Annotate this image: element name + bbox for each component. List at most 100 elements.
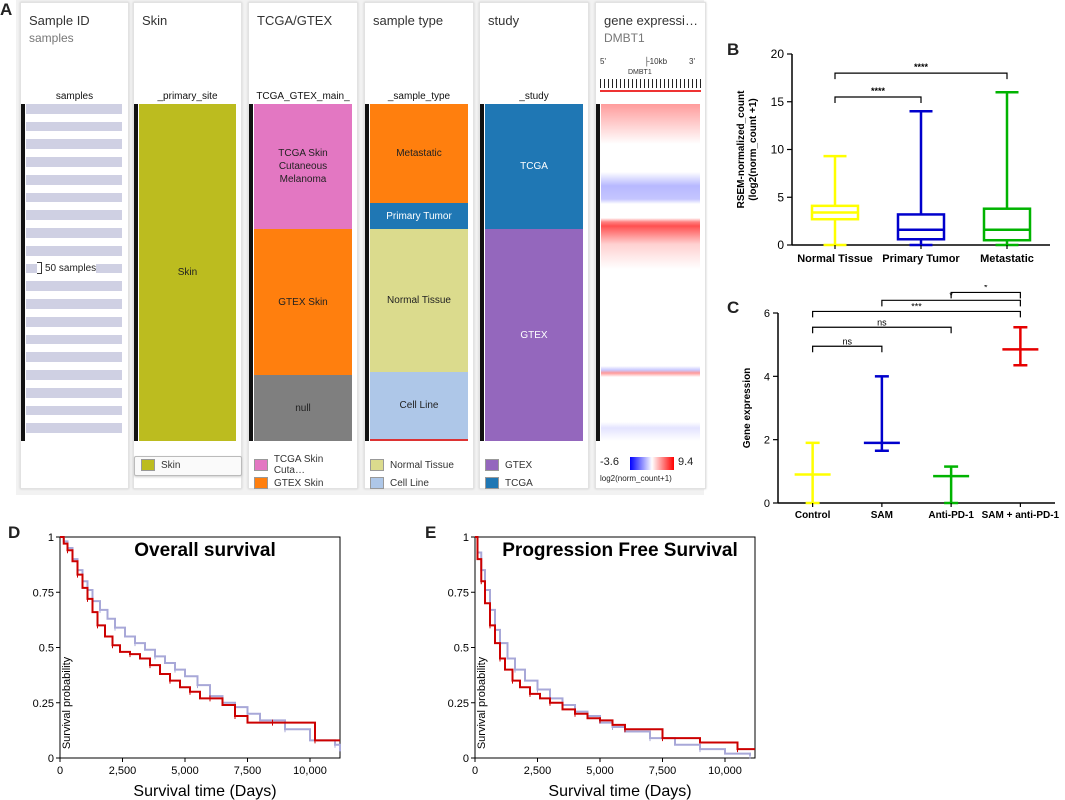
segment-metastatic[interactable]: Metastatic bbox=[370, 104, 468, 203]
gene-track-scale: ├10kb bbox=[644, 57, 668, 66]
samples-marker: 50 samples bbox=[37, 262, 97, 274]
x-tick-label: SAM bbox=[871, 510, 893, 521]
gene-track-scale-label: 10kb bbox=[649, 57, 668, 66]
segment-primary-tumor[interactable]: Primary Tumor bbox=[370, 203, 468, 229]
y-axis-title: RSEM-normalized_count(log2(norm_count +1… bbox=[736, 90, 759, 208]
column-field: _primary_site bbox=[157, 91, 218, 102]
column-title: sample type bbox=[373, 13, 444, 28]
sample-stripe bbox=[26, 370, 122, 380]
sample-stripe bbox=[26, 104, 122, 114]
column-title: Sample ID bbox=[29, 13, 90, 28]
y-tick-label: 0.75 bbox=[448, 587, 469, 599]
y-tick-label: 4 bbox=[764, 371, 770, 383]
segment-null[interactable]: null bbox=[254, 375, 352, 441]
chart-title: Overall survival bbox=[134, 540, 276, 561]
segment-tcga-skin[interactable]: TCGA Skin Cutaneous Melanoma bbox=[254, 104, 352, 229]
x-tick-label: 5,000 bbox=[586, 765, 614, 777]
box bbox=[896, 213, 946, 241]
column-field: samples bbox=[55, 91, 94, 102]
column-field: _study bbox=[519, 91, 549, 102]
sample-stripe bbox=[26, 210, 122, 221]
sample-stripe bbox=[26, 299, 122, 309]
x-axis-title: Survival time (Days) bbox=[133, 783, 276, 800]
sample-stripe bbox=[26, 121, 122, 132]
y-tick-label: 1 bbox=[48, 532, 54, 544]
gene-track-5prime: 5' bbox=[600, 57, 606, 66]
column-primary-site[interactable]: Skin _primary_site Skin bbox=[133, 2, 242, 489]
column-left-bar bbox=[365, 104, 369, 441]
y-tick-label: 0 bbox=[777, 238, 784, 252]
y-tick-label: 1 bbox=[463, 532, 469, 544]
y-axis-title-line: RSEM-normalized_count bbox=[736, 90, 747, 208]
scale-gradient bbox=[630, 457, 674, 470]
chart-e: Progression Free Survival 0 2,500 5,000 7,50… bbox=[448, 532, 756, 800]
panel-label-b: B bbox=[727, 40, 740, 59]
chart-c: 0 2 4 6 Gene expression Control SAM Anti-PD-1 SA… bbox=[742, 285, 1060, 521]
column-sample-type[interactable]: sample type _sample_type Metastatic Prim… bbox=[364, 2, 474, 489]
sample-stripe bbox=[26, 157, 122, 167]
legend-expression-scale: -3.6 9.4 log2(norm_count+1) bbox=[598, 455, 702, 487]
sample-stripe bbox=[26, 139, 122, 150]
significance-label: ns bbox=[877, 317, 887, 327]
chart-d: Overall survival 0 2,500 5,000 7,500 10,000 0 0… bbox=[33, 532, 341, 800]
x-tick-label: 5,000 bbox=[171, 765, 199, 777]
y-tick-label: 6 bbox=[764, 308, 770, 320]
expression-heatmap[interactable] bbox=[601, 104, 700, 441]
column-left-bar bbox=[596, 104, 600, 441]
column-sample-id[interactable]: Sample ID samples samples 50 samples bbox=[20, 2, 129, 489]
legend-label: Skin bbox=[161, 459, 181, 471]
segment-cell-line[interactable]: Cell Line bbox=[370, 372, 468, 441]
sample-stripe bbox=[26, 245, 122, 256]
sample-stripe bbox=[26, 316, 122, 327]
panel-label-a: A bbox=[0, 0, 13, 19]
significance-bracket bbox=[950, 291, 1021, 299]
y-tick-label: 10 bbox=[771, 143, 785, 157]
gene-track-3prime: 3' bbox=[689, 57, 695, 66]
segment-tcga[interactable]: TCGA bbox=[485, 104, 583, 229]
column-gene-expression[interactable]: gene expressi… DMBT1 5' ├10kb 3' DMBT1 bbox=[595, 2, 706, 489]
plot-frame bbox=[59, 536, 341, 759]
xena-browser: Sample ID samples samples 50 samples Ski… bbox=[16, 0, 706, 495]
x-tick-label: 0 bbox=[472, 765, 478, 777]
sample-stripe bbox=[26, 423, 122, 433]
y-tick-label: 0.5 bbox=[454, 643, 469, 655]
segment-skin[interactable]: Skin bbox=[139, 104, 236, 441]
segment-gtex-skin[interactable]: GTEX Skin bbox=[254, 229, 352, 375]
survival-curve-high bbox=[475, 536, 755, 751]
x-tick-label: Normal Tissue bbox=[797, 253, 873, 265]
x-tick-label: Primary Tumor bbox=[882, 253, 960, 265]
y-tick-label: 0.5 bbox=[39, 643, 54, 655]
significance-label: **** bbox=[871, 86, 886, 96]
segment-normal-tissue[interactable]: Normal Tissue bbox=[370, 229, 468, 372]
chart-b: 0 5 10 15 20 RSEM-normalized_count(log2(norm_… bbox=[736, 47, 1050, 265]
scale-max: 9.4 bbox=[678, 456, 694, 468]
survival-curve-high bbox=[60, 536, 340, 742]
y-axis-title: Survival probability bbox=[61, 656, 73, 749]
legend-label: Normal Tissue bbox=[390, 459, 454, 471]
panel-label-e: E bbox=[425, 523, 437, 542]
x-tick-label: Metastatic bbox=[980, 253, 1034, 265]
significance-bracket bbox=[881, 299, 1021, 307]
panel-label-d: D bbox=[8, 523, 21, 542]
box bbox=[982, 207, 1032, 242]
segment-gtex[interactable]: GTEX bbox=[485, 229, 583, 441]
sample-stripe bbox=[26, 334, 122, 345]
x-tick-label: 2,500 bbox=[524, 765, 552, 777]
x-tick-label: 7,500 bbox=[649, 765, 677, 777]
column-study[interactable]: study _study TCGA GTEX bbox=[479, 2, 589, 489]
significance-bracket bbox=[834, 96, 922, 103]
y-tick-label: 0.75 bbox=[33, 587, 54, 599]
legend-swatch bbox=[485, 459, 499, 471]
sample-stripe bbox=[26, 228, 122, 238]
column-tcga-gtex[interactable]: TCGA/GTEX TCGA_GTEX_main_category TCGA S… bbox=[248, 2, 358, 489]
gene-track-line bbox=[600, 90, 701, 92]
legend-label: GTEX bbox=[505, 459, 533, 471]
y-tick-label: 0 bbox=[463, 753, 469, 765]
y-tick-label: 20 bbox=[771, 47, 785, 61]
significance-bracket bbox=[812, 310, 1021, 318]
legend-swatch bbox=[485, 477, 499, 489]
y-axis-title: Survival probability bbox=[476, 656, 488, 749]
significance-label: **** bbox=[914, 62, 929, 72]
sample-stripe bbox=[26, 387, 122, 398]
x-tick-label: 7,500 bbox=[234, 765, 262, 777]
